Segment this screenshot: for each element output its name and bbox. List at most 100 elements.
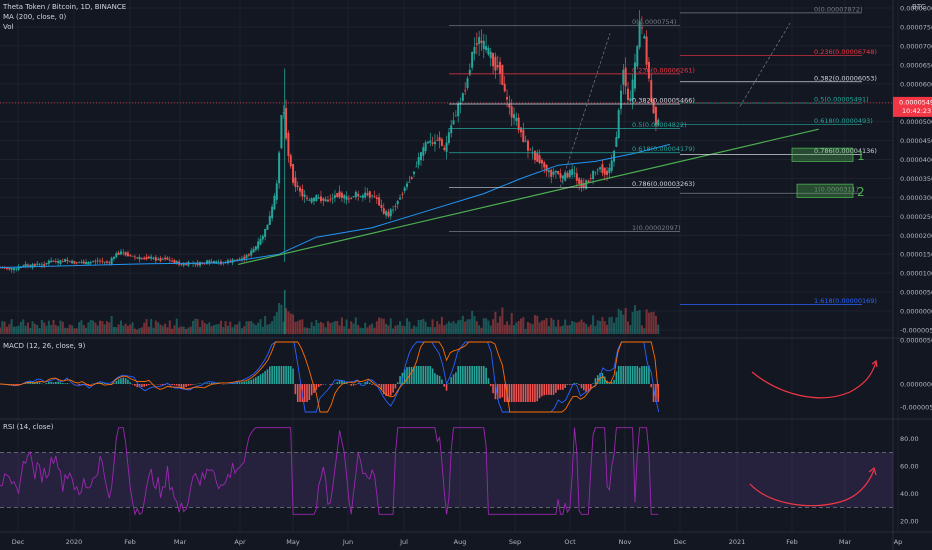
candle-body	[371, 195, 374, 197]
volume-bar	[38, 328, 41, 334]
macd-histogram-bar	[134, 384, 136, 386]
candle-body	[606, 170, 609, 175]
volume-bar	[175, 318, 178, 334]
macd-histogram-bar	[438, 375, 441, 384]
macd-histogram-bar	[289, 366, 292, 384]
macd-histogram-bar	[343, 380, 346, 384]
volume-bar	[171, 328, 174, 334]
candle-body	[326, 199, 329, 202]
macd-histogram-bar	[571, 384, 573, 385]
candle-body	[64, 258, 67, 262]
macd-histogram-bar	[78, 384, 80, 386]
candle-body	[101, 260, 104, 262]
candle-body	[87, 262, 90, 265]
macd-histogram-bar	[171, 384, 173, 386]
volume-bar	[417, 320, 420, 334]
macd-histogram-bar	[182, 384, 185, 388]
y-tick-label: 0.00008000	[900, 5, 932, 13]
macd-histogram-bar	[399, 376, 401, 384]
macd-histogram-bar	[338, 380, 341, 384]
volume-bar	[615, 317, 618, 334]
volume-bar	[187, 327, 190, 334]
candle-body	[485, 46, 488, 51]
macd-histogram-bar	[285, 366, 287, 384]
volume-bar	[245, 321, 248, 334]
candle-body	[108, 262, 111, 264]
candle-body	[73, 261, 76, 264]
macd-histogram-bar	[192, 384, 194, 385]
candle-body	[150, 256, 153, 259]
candle-body	[640, 27, 643, 29]
candle-body	[429, 140, 432, 143]
macd-histogram-bar	[603, 376, 606, 384]
candle-body	[401, 193, 404, 195]
volume-bar	[438, 324, 441, 334]
volume-bar	[450, 322, 453, 334]
candle-body	[180, 263, 183, 265]
volume-bar	[303, 327, 306, 334]
macd-histogram-bar	[127, 379, 129, 384]
rsi-y-tick-label: 20.00	[900, 518, 919, 526]
rsi-legend: RSI (14, close)	[3, 423, 54, 431]
fib-level-label: 0.5(0.00005491)	[814, 96, 869, 104]
volume-bar	[399, 321, 402, 334]
volume-bar	[208, 322, 211, 334]
macd-histogram-bar	[357, 383, 359, 384]
macd-histogram-bar	[613, 379, 615, 384]
volume-bar	[306, 327, 309, 334]
fib-level-label: 1(0.00002097)	[632, 224, 681, 232]
candle-body	[210, 261, 213, 263]
candle-body	[464, 90, 467, 92]
volume-bar	[629, 325, 632, 334]
volume-bar	[359, 327, 362, 334]
macd-histogram-bar	[13, 384, 15, 385]
candle-body	[568, 170, 571, 177]
vol-legend: Vol	[3, 23, 14, 31]
macd-histogram-bar	[443, 384, 446, 387]
fib-level-label: 0.5(0.00004822)	[632, 121, 687, 129]
candle-body	[331, 197, 334, 199]
volume-bar	[66, 327, 69, 334]
candle-body	[275, 183, 278, 200]
macd-histogram-bar	[299, 384, 301, 402]
candle-body	[92, 261, 95, 263]
candle-body	[461, 93, 464, 101]
macd-histogram-bar	[471, 366, 473, 384]
volume-bar	[652, 311, 655, 334]
volume-bar	[226, 325, 229, 334]
candle-body	[138, 256, 141, 260]
volume-bar	[387, 325, 390, 334]
macd-histogram-bar	[476, 366, 478, 384]
candle-body	[154, 257, 157, 261]
candle-body	[117, 252, 120, 255]
volume-bar	[192, 320, 195, 334]
candle-body	[552, 171, 555, 175]
macd-histogram-bar	[187, 384, 190, 386]
volume-bar	[201, 320, 204, 334]
volume-bar	[617, 308, 620, 334]
macd-histogram-bar	[322, 384, 325, 385]
macd-histogram-bar	[457, 366, 459, 384]
macd-histogram-bar	[355, 384, 357, 385]
macd-histogram-bar	[624, 366, 627, 384]
candle-body	[631, 79, 634, 101]
macd-histogram-bar	[236, 382, 239, 384]
macd-histogram-bar	[452, 374, 455, 384]
macd-histogram-bar	[459, 366, 462, 384]
volume-bar	[601, 317, 604, 334]
volume-bar	[78, 322, 81, 334]
macd-histogram-bar	[50, 381, 52, 384]
candle-body	[361, 195, 364, 199]
volume-bar	[257, 322, 260, 334]
volume-bar	[275, 312, 278, 334]
volume-bar	[289, 313, 292, 334]
candle-body	[589, 177, 592, 179]
volume-bar	[206, 324, 209, 334]
macd-histogram-bar	[566, 384, 569, 385]
x-tick-label: Dec	[674, 538, 687, 546]
macd-histogram-bar	[162, 384, 164, 386]
volume-bar	[566, 325, 569, 334]
macd-histogram-bar	[250, 379, 252, 384]
macd-histogram-bar	[213, 382, 215, 384]
